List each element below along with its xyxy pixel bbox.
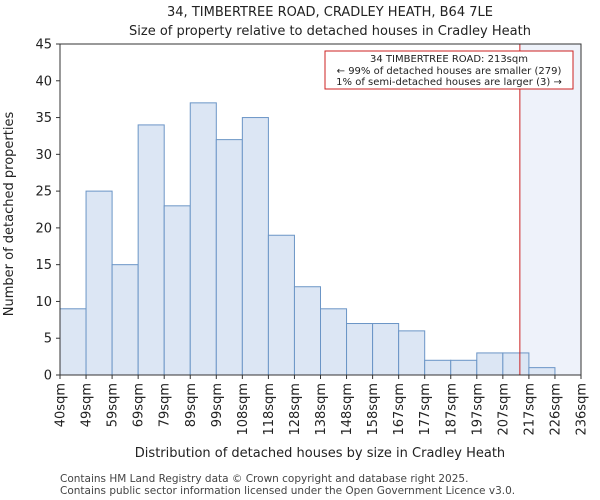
- x-tick-label: 79sqm: [158, 383, 173, 427]
- y-tick-label: 15: [35, 258, 52, 273]
- y-axis-label: Number of detached properties: [2, 112, 17, 317]
- bar-118sqm: [267, 234, 295, 376]
- footer-line-1: Contains HM Land Registry data © Crown c…: [60, 473, 468, 485]
- chart-title: 34, TIMBERTREE ROAD, CRADLEY HEATH, B64 …: [167, 5, 493, 20]
- y-axis-ticks: 0 5 10 15 20 25 30 35 40 45: [35, 38, 60, 384]
- x-tick-label: 69sqm: [132, 383, 147, 427]
- y-tick-label: 30: [35, 148, 52, 163]
- bar-207sqm: [502, 352, 530, 376]
- x-tick-label: 40sqm: [54, 383, 69, 427]
- bar-79sqm: [163, 205, 191, 376]
- bar-49sqm: [85, 190, 113, 376]
- bar-89sqm: [189, 102, 217, 376]
- bar-40sqm: [59, 308, 87, 376]
- x-tick-label: 167sqm: [392, 383, 407, 436]
- x-axis-label: Distribution of detached houses by size …: [135, 446, 505, 461]
- bar-177sqm: [424, 359, 452, 376]
- bar-69sqm: [137, 124, 165, 376]
- bar-59sqm: [111, 264, 139, 376]
- x-tick-label: 187sqm: [444, 383, 459, 436]
- annotation-line-3: 1% of semi-detached houses are larger (3…: [336, 77, 562, 88]
- y-tick-label: 5: [44, 332, 52, 347]
- x-tick-label: 217sqm: [522, 383, 537, 436]
- y-tick-label: 10: [35, 295, 52, 310]
- plot-area: 0 5 10 15 20 25 30 35 40 45 40sqm 49sqm 59sqm 69sqm 7…: [35, 38, 589, 436]
- x-axis-ticks: 40sqm 49sqm 59sqm 69sqm 79sqm 89sqm 99sqm 108sq…: [54, 375, 590, 436]
- x-tick-label: 128sqm: [288, 383, 303, 436]
- bar-197sqm: [476, 352, 504, 376]
- x-tick-label: 177sqm: [418, 383, 433, 436]
- bars-group: [59, 102, 556, 376]
- x-tick-label: 99sqm: [210, 383, 225, 427]
- bar-167sqm: [398, 330, 426, 376]
- footer-line-2: Contains public sector information licen…: [60, 485, 515, 497]
- y-tick-label: 0: [44, 369, 52, 384]
- bar-128sqm: [293, 286, 322, 376]
- y-tick-label: 45: [35, 38, 52, 53]
- bar-138sqm: [320, 308, 348, 376]
- y-tick-label: 35: [35, 111, 52, 126]
- chart-subtitle: Size of property relative to detached ho…: [129, 24, 531, 39]
- bar-108sqm: [241, 117, 269, 376]
- marker-shade-region: [519, 44, 581, 375]
- x-tick-label: 108sqm: [236, 383, 251, 436]
- x-tick-label: 89sqm: [184, 383, 199, 427]
- x-tick-label: 197sqm: [470, 383, 485, 436]
- x-tick-label: 118sqm: [262, 383, 277, 436]
- y-tick-label: 20: [35, 221, 52, 236]
- x-tick-label: 226sqm: [548, 383, 563, 436]
- x-tick-label: 148sqm: [340, 383, 355, 436]
- bar-99sqm: [215, 139, 243, 376]
- x-tick-label: 59sqm: [106, 383, 121, 427]
- x-tick-label: 138sqm: [314, 383, 329, 436]
- x-tick-label: 236sqm: [575, 383, 590, 436]
- x-tick-label: 158sqm: [366, 383, 381, 436]
- bar-148sqm: [346, 323, 374, 376]
- annotation-line-2: ← 99% of detached houses are smaller (27…: [337, 66, 562, 77]
- bar-217sqm: [528, 367, 556, 376]
- bar-158sqm: [372, 323, 400, 376]
- y-tick-label: 25: [35, 185, 52, 200]
- marker-annotation: 34 TIMBERTREE ROAD: 213sqm ← 99% of deta…: [324, 50, 574, 90]
- x-tick-label: 49sqm: [80, 383, 95, 427]
- annotation-box: [324, 50, 574, 90]
- x-tick-label: 207sqm: [496, 383, 511, 436]
- bar-187sqm: [450, 359, 478, 376]
- y-tick-label: 40: [35, 74, 52, 89]
- annotation-line-1: 34 TIMBERTREE ROAD: 213sqm: [370, 54, 528, 65]
